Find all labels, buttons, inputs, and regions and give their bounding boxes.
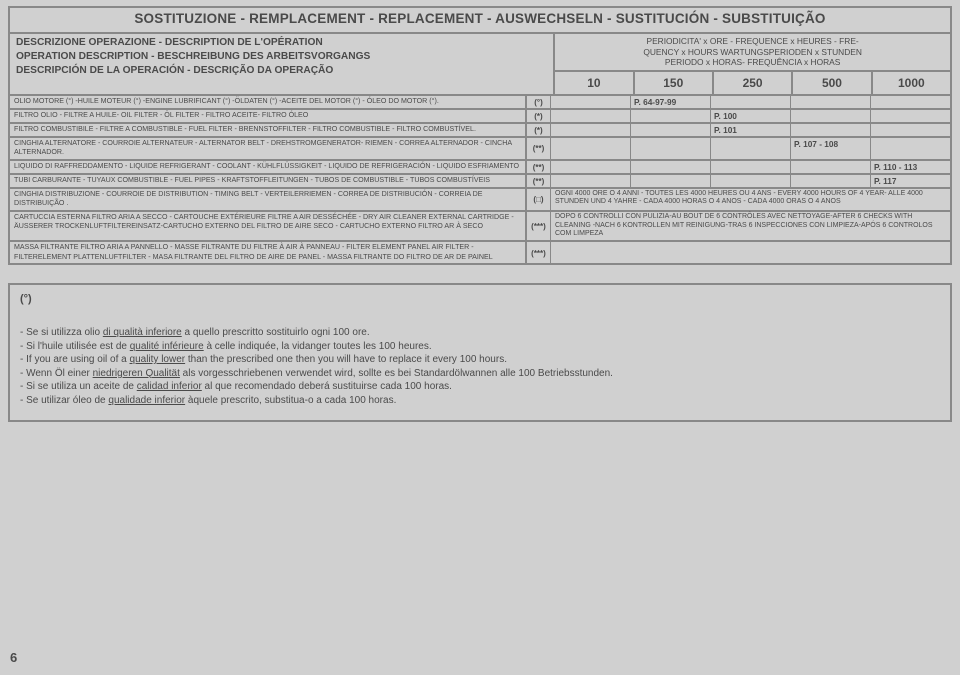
row-mark: (°) (527, 96, 551, 108)
grid-cell: P. 117 (871, 175, 950, 187)
grid-cell (631, 161, 711, 173)
footnote-line: - Se si utilizza olio di qualità inferio… (20, 327, 940, 340)
grid-cell (871, 110, 950, 122)
grid-cell (551, 175, 631, 187)
grid-cell (791, 110, 871, 122)
footnote-lines: - Se si utilizza olio di qualità inferio… (20, 327, 940, 407)
row-mark: (□) (527, 189, 551, 210)
hdr-line: DESCRIZIONE OPERAZIONE - DESCRIPTION DE … (16, 36, 547, 50)
grid-cell (871, 124, 950, 136)
row-note (551, 242, 950, 263)
grid-cell: P. 110 - 113 (871, 161, 950, 173)
frequency-title: PERIODICITA' x ORE - FREQUENCE x HEURES … (555, 34, 950, 72)
table-row: TUBI CARBURANTE - TUYAUX COMBUSTIBLE - F… (10, 173, 950, 187)
table-row: FILTRO OLIO - FILTRE A HUILE- OIL FILTER… (10, 108, 950, 122)
freq-col: 500 (793, 72, 872, 94)
row-mark: (***) (527, 212, 551, 240)
grid-cell: P. 100 (711, 110, 791, 122)
grid-cell (711, 96, 791, 108)
frequency-header: PERIODICITA' x ORE - FREQUENCE x HEURES … (555, 34, 950, 94)
row-mark: (*) (527, 124, 551, 136)
grid-cell (711, 175, 791, 187)
row-description: CINGHIA ALTERNATORE - COURROIE ALTERNATE… (10, 138, 527, 159)
grid-cell (791, 124, 871, 136)
table-row: CINGHIA ALTERNATORE - COURROIE ALTERNATE… (10, 136, 950, 159)
row-mark: (***) (527, 242, 551, 263)
footnote-box: (°) - Se si utilizza olio di qualità inf… (8, 283, 952, 422)
grid-cell (631, 175, 711, 187)
row-note: OGNI 4000 ORE O 4 ANNI - TOUTES LES 4000… (551, 189, 950, 210)
row-description: FILTRO OLIO - FILTRE A HUILE- OIL FILTER… (10, 110, 527, 122)
row-description: TUBI CARBURANTE - TUYAUX COMBUSTIBLE - F… (10, 175, 527, 187)
row-description: CARTUCCIA ESTERNA FILTRO ARIA A SECCO - … (10, 212, 527, 240)
row-note: DOPO 6 CONTROLLI CON PULIZIA-AU BOUT DE … (551, 212, 950, 240)
freq-col: 150 (635, 72, 714, 94)
main-table: SOSTITUZIONE - REMPLACEMENT - REPLACEMEN… (8, 6, 952, 265)
row-mark: (**) (527, 175, 551, 187)
grid-cell: P. 101 (711, 124, 791, 136)
row-description: MASSA FILTRANTE FILTRO ARIA A PANNELLO -… (10, 242, 527, 263)
grid-cell (551, 138, 631, 159)
footnote-symbol: (°) (20, 293, 940, 305)
row-grid: P. 117 (551, 175, 950, 187)
footnote-line: - Si l'huile utilisée est de qualité inf… (20, 341, 940, 354)
grid-cell (711, 138, 791, 159)
section-title: SOSTITUZIONE - REMPLACEMENT - REPLACEMEN… (10, 8, 950, 32)
grid-cell (871, 96, 950, 108)
row-mark: (**) (527, 161, 551, 173)
operation-description-header: DESCRIZIONE OPERAZIONE - DESCRIPTION DE … (10, 34, 555, 94)
row-grid: P. 64-97-99 (551, 96, 950, 108)
row-description: LIQUIDO DI RAFFREDDAMENTO - LIQUIDE REFR… (10, 161, 527, 173)
footnote-line: - Se utilizar óleo de qualidade inferior… (20, 395, 940, 408)
row-grid: P. 100 (551, 110, 950, 122)
row-grid: P. 110 - 113 (551, 161, 950, 173)
grid-cell: P. 64-97-99 (631, 96, 711, 108)
hdr-line: DESCRIPCIÓN DE LA OPERACIÓN - DESCRIÇÃO … (16, 64, 547, 78)
row-description: CINGHIA DISTRIBUZIONE - COURROIE DE DIST… (10, 189, 527, 210)
table-row: CINGHIA DISTRIBUZIONE - COURROIE DE DIST… (10, 187, 950, 210)
grid-cell (551, 110, 631, 122)
grid-cell (791, 96, 871, 108)
grid-cell (871, 138, 950, 159)
grid-cell (551, 124, 631, 136)
table-row: CARTUCCIA ESTERNA FILTRO ARIA A SECCO - … (10, 210, 950, 240)
row-mark: (**) (527, 138, 551, 159)
footnote-line: - Wenn Öl einer niedrigeren Qualität als… (20, 368, 940, 381)
header-row: DESCRIZIONE OPERAZIONE - DESCRIPTION DE … (10, 32, 950, 94)
footnote-line: - Si se utiliza un aceite de calidad inf… (20, 381, 940, 394)
freq-line: QUENCY x HOURS WARTUNGSPERIODEN x STUNDE… (559, 47, 946, 58)
row-description: FILTRO COMBUSTIBILE - FILTRE A COMBUSTIB… (10, 124, 527, 136)
grid-cell (791, 161, 871, 173)
row-mark: (*) (527, 110, 551, 122)
row-grid: P. 107 - 108 (551, 138, 950, 159)
page-number: 6 (10, 650, 17, 665)
grid-cell (551, 96, 631, 108)
freq-line: PERIODO x HORAS- FREQUÊNCIA x HORAS (559, 57, 946, 68)
grid-cell (791, 175, 871, 187)
table-row: LIQUIDO DI RAFFREDDAMENTO - LIQUIDE REFR… (10, 159, 950, 173)
rows-container: OLIO MOTORE (°) -HUILE MOTEUR (°) -ENGIN… (10, 94, 950, 264)
grid-cell (631, 138, 711, 159)
row-description: OLIO MOTORE (°) -HUILE MOTEUR (°) -ENGIN… (10, 96, 527, 108)
freq-col: 10 (555, 72, 634, 94)
grid-cell (551, 161, 631, 173)
row-grid: P. 101 (551, 124, 950, 136)
grid-cell: P. 107 - 108 (791, 138, 871, 159)
footnote-line: - If you are using oil of a quality lowe… (20, 354, 940, 367)
frequency-columns: 10 150 250 500 1000 (555, 72, 950, 94)
table-row: MASSA FILTRANTE FILTRO ARIA A PANNELLO -… (10, 240, 950, 263)
hdr-line: OPERATION DESCRIPTION - BESCHREIBUNG DES… (16, 50, 547, 64)
grid-cell (631, 110, 711, 122)
grid-cell (631, 124, 711, 136)
freq-line: PERIODICITA' x ORE - FREQUENCE x HEURES … (559, 36, 946, 47)
freq-col: 1000 (873, 72, 950, 94)
table-row: FILTRO COMBUSTIBILE - FILTRE A COMBUSTIB… (10, 122, 950, 136)
grid-cell (711, 161, 791, 173)
freq-col: 250 (714, 72, 793, 94)
table-row: OLIO MOTORE (°) -HUILE MOTEUR (°) -ENGIN… (10, 94, 950, 108)
